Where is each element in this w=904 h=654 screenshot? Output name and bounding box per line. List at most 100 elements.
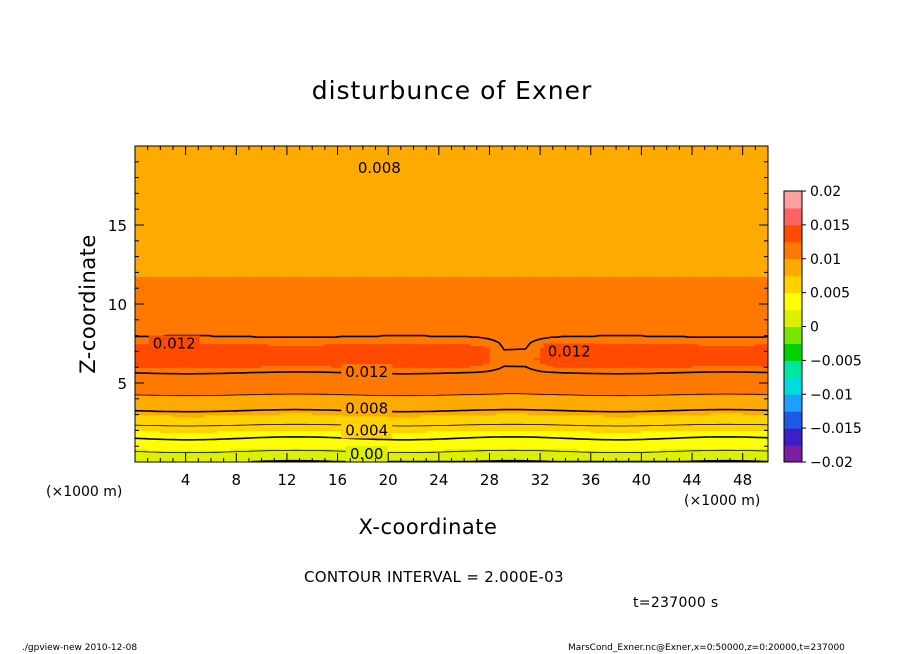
field-cell (761, 416, 768, 420)
field-cell (324, 428, 332, 431)
field-cell (457, 424, 465, 428)
field-cell (172, 426, 180, 430)
field-cell (381, 416, 389, 420)
field-cell (546, 416, 554, 420)
field-cell (654, 448, 661, 451)
field-cell (261, 424, 269, 428)
field-cell (388, 450, 396, 453)
field-cell (584, 420, 592, 424)
field-cell (400, 442, 408, 445)
field-cell (293, 446, 301, 449)
field-cell (356, 444, 364, 447)
field-cell (723, 442, 731, 445)
field-cell (147, 428, 155, 431)
field-cell (679, 416, 687, 420)
field-cell (584, 456, 592, 459)
field-cell (166, 448, 174, 451)
field-cell (242, 454, 250, 457)
field-cell (147, 436, 155, 439)
field-cell (685, 432, 693, 435)
field-cell (698, 442, 706, 445)
field-cell (761, 438, 768, 441)
field-cell (153, 440, 161, 443)
field-cell (242, 434, 250, 437)
field-cell (324, 434, 332, 437)
field-cell (470, 430, 478, 433)
field-cell (135, 438, 142, 441)
field-cell (603, 446, 611, 449)
field-cell (375, 420, 383, 424)
field-cell (692, 422, 699, 426)
field-cell (236, 442, 244, 445)
field-cell (280, 412, 288, 416)
field-cell (255, 410, 263, 414)
field-cell (229, 414, 237, 418)
field-cell (204, 454, 212, 457)
field-cell (755, 430, 763, 433)
field-cell (147, 444, 155, 447)
field-cell (552, 428, 560, 431)
field-cell (141, 440, 149, 443)
field-cell (248, 416, 256, 420)
field-cell (616, 408, 624, 412)
field-cell (673, 430, 680, 433)
field-cell (267, 432, 275, 435)
field-cell (533, 458, 541, 461)
field-cell (451, 426, 459, 430)
field-cell (261, 458, 269, 461)
field-cell (388, 416, 396, 420)
field-cell (476, 424, 484, 428)
field-cell (426, 436, 434, 439)
field-cell (483, 434, 491, 437)
field-cell (324, 444, 332, 447)
field-cell (356, 416, 364, 420)
field-cell (546, 418, 554, 422)
field-cell (147, 460, 155, 462)
field-cell (343, 418, 351, 422)
field-cell (742, 450, 750, 453)
field-cell (749, 412, 756, 416)
field-cell (141, 438, 149, 441)
field-cell (438, 412, 446, 416)
field-cell (299, 446, 307, 449)
field-cell (679, 444, 687, 447)
field-cell (571, 438, 579, 441)
field-cell (166, 428, 174, 431)
field-cell (312, 458, 320, 461)
field-cell (635, 440, 642, 443)
field-cell (470, 446, 478, 449)
field-cell (495, 444, 503, 447)
field-cell (730, 450, 737, 453)
field-cell (628, 428, 636, 431)
field-cell (521, 456, 529, 459)
field-cell (318, 446, 326, 449)
field-cell (242, 448, 250, 451)
field-cell (135, 434, 142, 437)
field-cell (337, 432, 345, 435)
field-cell (274, 450, 282, 453)
field-cell (666, 442, 674, 445)
field-cell (394, 408, 402, 412)
field-cell (502, 410, 510, 414)
field-cell (514, 456, 522, 459)
field-cell (641, 428, 649, 431)
field-cell (210, 454, 218, 457)
field-cell (635, 452, 642, 455)
field-cell (527, 450, 535, 453)
field-cell (267, 446, 275, 449)
field-cell (749, 430, 756, 433)
field-cell (685, 422, 693, 426)
field-cell (521, 418, 529, 422)
field-cell (198, 416, 206, 420)
field-cell (495, 420, 503, 424)
field-cell (527, 416, 535, 420)
field-cell (318, 458, 326, 461)
field-cell (578, 452, 586, 455)
field-cell (394, 432, 402, 435)
field-cell (622, 436, 630, 439)
field-cell (242, 442, 250, 445)
field-cell (552, 442, 560, 445)
field-cell (172, 418, 180, 422)
field-cell (274, 416, 282, 420)
field-cell (584, 452, 592, 455)
